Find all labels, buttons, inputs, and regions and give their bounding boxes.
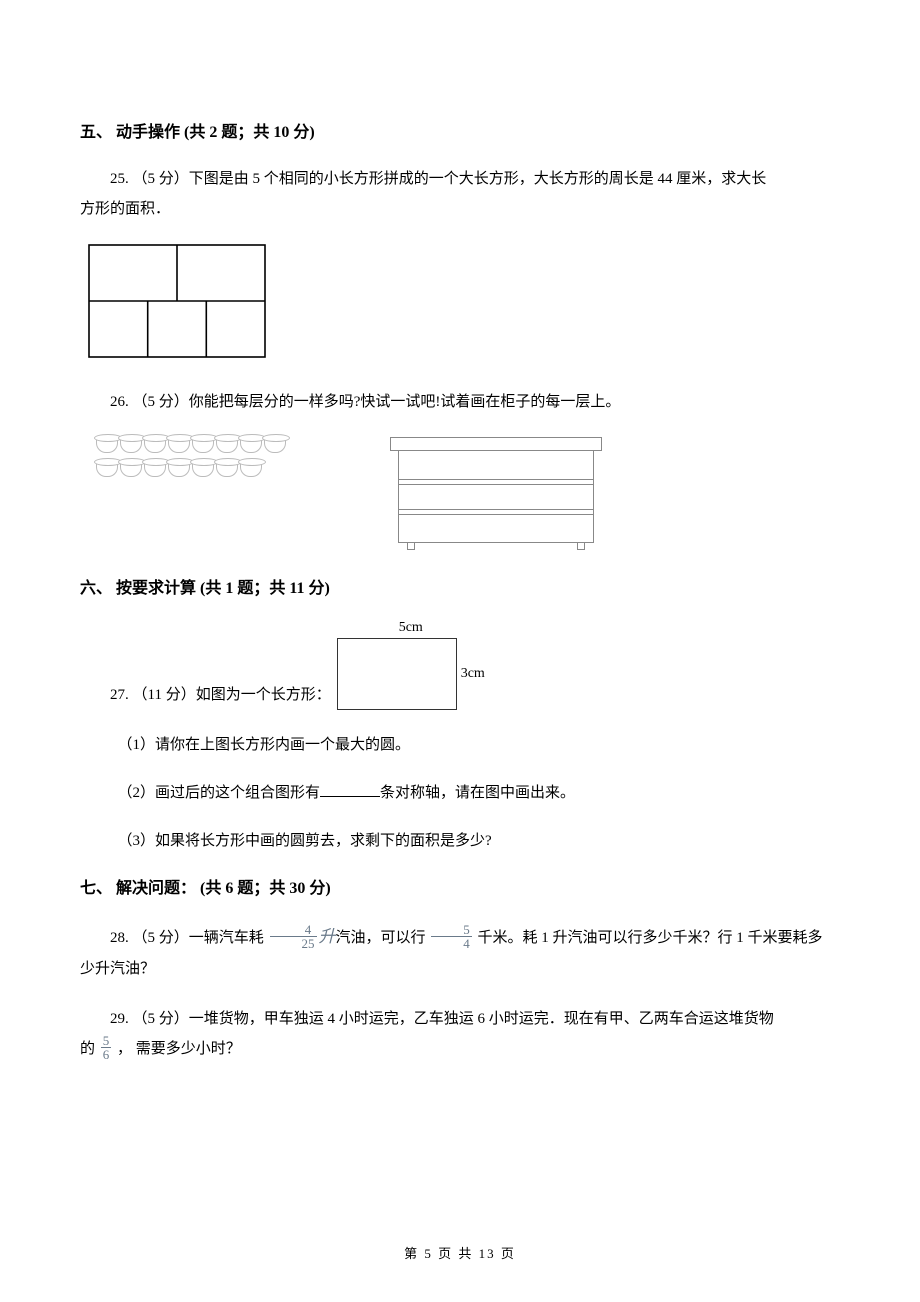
cup-icon	[240, 437, 262, 453]
cabinet	[386, 437, 606, 552]
cup-icon	[168, 461, 190, 477]
q28-a: 一辆汽车耗	[189, 930, 268, 946]
cabinet-shelf-1	[399, 479, 593, 485]
q27-sub2b: 条对称轴，请在图中画出来。	[380, 785, 575, 801]
q25-prefix: 25. （5 分）	[110, 171, 189, 187]
q28-d: 少升汽油？	[80, 961, 155, 977]
page-footer: 第 5 页 共 13 页	[0, 1243, 920, 1262]
q27-stem-text: 如图为一个长方形：	[196, 687, 331, 703]
q29-a: 一堆货物，甲车独运 4 小时运完，乙车独运 6 小时运完．现在有甲、乙两车合运这…	[189, 1011, 774, 1027]
cup-icon	[168, 437, 190, 453]
q29-frac: 56	[101, 1034, 112, 1061]
q27-sub1: （1）请你在上图长方形内画一个最大的圆。	[88, 730, 841, 760]
cup-icon	[144, 437, 166, 453]
footer-total: 13	[479, 1246, 496, 1261]
cup-icon	[144, 461, 166, 477]
cup-icon	[216, 461, 238, 477]
q25-line1: 下图是由 5 个相同的小长方形拼成的一个大长方形，大长方形的周长是 44 厘米，…	[189, 171, 767, 187]
cup-icon	[120, 461, 142, 477]
footer-mid: 页 共	[433, 1246, 479, 1261]
section-5-header: 五、 动手操作 (共 2 题；共 10 分)	[80, 118, 840, 142]
q27-blank[interactable]	[320, 796, 380, 797]
q29-b-pre: 的	[80, 1041, 99, 1057]
cabinet-leg-right	[577, 542, 585, 550]
q29-prefix: 29. （5 分）	[110, 1011, 189, 1027]
q28-frac1: 425	[270, 923, 317, 950]
q29: 29. （5 分）一堆货物，甲车独运 4 小时运完，乙车独运 6 小时运完．现在…	[80, 1004, 840, 1064]
q26-prefix: 26. （5 分）	[110, 394, 189, 410]
cup-icon	[120, 437, 142, 453]
q26-text: 26. （5 分）你能把每层分的一样多吗?快试一试吧!试着画在柜子的每一层上。	[80, 387, 840, 417]
q27-top-label: 5cm	[399, 620, 423, 636]
cup-row-1	[96, 437, 286, 453]
footer-suffix: 页	[496, 1246, 516, 1261]
q25-figure	[88, 244, 840, 363]
q27-sub3: （3）如果将长方形中画的圆剪去，求剩下的面积是多少?	[88, 826, 841, 856]
q25-svg	[88, 244, 266, 358]
q26-body: 你能把每层分的一样多吗?快试一试吧!试着画在柜子的每一层上。	[189, 394, 621, 410]
footer-prefix: 第	[404, 1246, 424, 1261]
cup-row-2	[96, 461, 286, 477]
cabinet-shelf-2	[399, 509, 593, 515]
q27-stem-row: 27. （11 分）如图为一个长方形： 5cm 3cm	[80, 620, 840, 710]
q26-figure	[96, 437, 840, 552]
q27-prefix: 27. （11 分）	[110, 687, 196, 703]
section-6-header: 六、 按要求计算 (共 1 题；共 11 分)	[80, 574, 840, 598]
q27-sub2: （2）画过后的这个组合图形有 条对称轴，请在图中画出来。	[88, 778, 841, 808]
q29-b-post: ， 需要多少小时？	[113, 1041, 241, 1057]
cup-icon	[216, 437, 238, 453]
section-7-header: 七、 解决问题： (共 6 题；共 30 分)	[80, 874, 840, 898]
cup-icon	[192, 461, 214, 477]
q25-line2: 方形的面积．	[80, 201, 170, 217]
q27-stem: 27. （11 分）如图为一个长方形：	[80, 683, 331, 710]
q28: 28. （5 分）一辆汽车耗 425升汽油，可以行 54 千米。耗 1 升汽油可…	[80, 920, 840, 984]
cups-group	[96, 437, 286, 477]
cabinet-top	[390, 437, 602, 451]
cabinet-body	[398, 451, 594, 543]
q28-b: 汽油，可以行	[336, 930, 430, 946]
q28-unit: 升	[319, 927, 336, 946]
cup-icon	[240, 461, 262, 477]
q25-text: 25. （5 分）下图是由 5 个相同的小长方形拼成的一个大长方形，大长方形的周…	[80, 164, 840, 224]
cup-icon	[96, 437, 118, 453]
q27-rect	[337, 638, 457, 710]
footer-current: 5	[424, 1246, 433, 1261]
q27-sub2a: （2）画过后的这个组合图形有	[118, 785, 321, 801]
q28-prefix: 28. （5 分）	[110, 930, 189, 946]
q28-c: 千米。耗 1 升汽油可以行多少千米？行 1 千米要耗多	[474, 930, 823, 946]
cup-icon	[96, 461, 118, 477]
cup-icon	[264, 437, 286, 453]
q27-right-label: 3cm	[461, 666, 485, 682]
cup-icon	[192, 437, 214, 453]
q28-frac2: 54	[431, 923, 472, 950]
cabinet-leg-left	[407, 542, 415, 550]
q27-figure: 5cm 3cm	[337, 620, 485, 710]
